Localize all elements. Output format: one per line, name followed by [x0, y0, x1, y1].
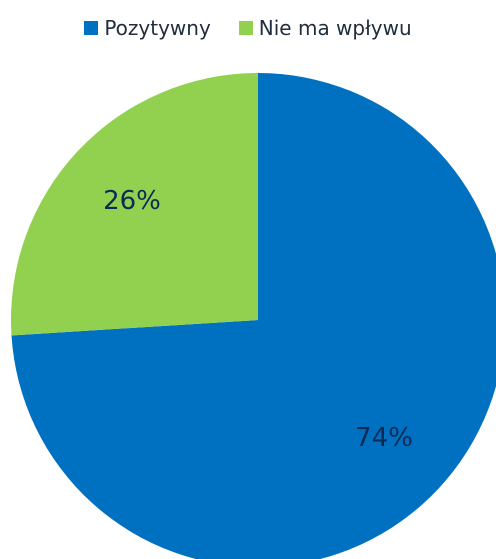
pie-slice-1	[10, 73, 258, 336]
legend-swatch-pozytywny	[84, 21, 99, 35]
chart-legend: Pozytywny Nie ma wpływu	[0, 16, 496, 40]
pie-slice-label-1: 26%	[103, 186, 161, 216]
legend-swatch-nie-ma-wplywu	[238, 21, 253, 35]
pie-slice-0	[11, 73, 496, 559]
pie-slice-label-0: 74%	[355, 423, 413, 453]
legend-label-nie-ma-wplywu: Nie ma wpływu	[258, 16, 412, 40]
legend-item-pozytywny: Pozytywny	[84, 16, 211, 40]
legend-label-pozytywny: Pozytywny	[104, 16, 211, 40]
legend-item-nie-ma-wplywu: Nie ma wpływu	[238, 16, 412, 40]
